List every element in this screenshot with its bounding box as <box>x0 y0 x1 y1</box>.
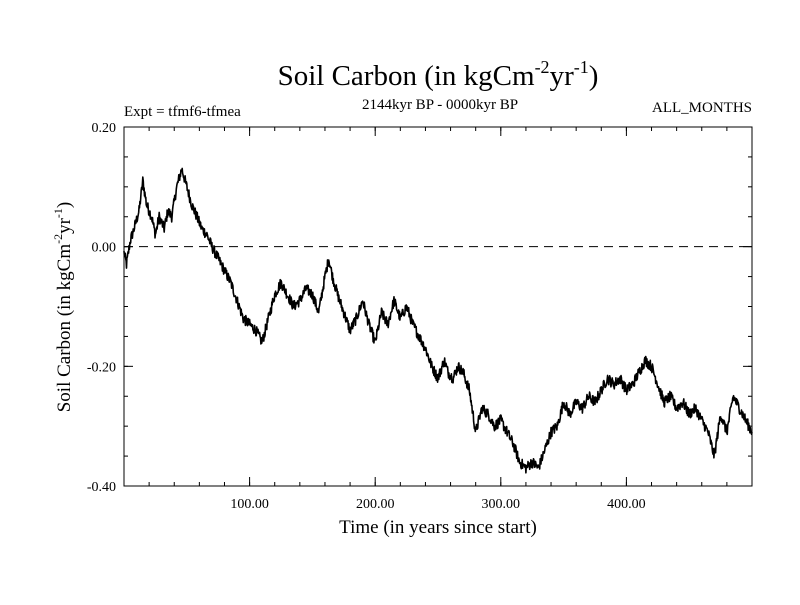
major-ticks <box>124 126 752 487</box>
chart-title-suffix: ) <box>589 60 599 92</box>
y-tick-label: 0.00 <box>92 241 117 256</box>
y-axis-label-sup1: -2 <box>51 234 65 244</box>
plot-frame <box>123 126 753 487</box>
minor-ticks <box>124 127 752 486</box>
x-tick-label: 100.00 <box>230 497 269 512</box>
series-line-soil-carbon <box>123 167 753 474</box>
y-tick-label: -0.20 <box>87 360 116 375</box>
subtitle-right: ALL_MONTHS <box>652 100 752 116</box>
x-tick-label: 400.00 <box>607 497 646 512</box>
y-tick-label: -0.40 <box>87 480 116 495</box>
y-axis-label-sup2: -1 <box>51 208 65 218</box>
subtitle-center: 2144kyr BP - 0000kyr BP <box>362 97 518 113</box>
y-axis-label: Soil Carbon (in kgCm-2yr-1) <box>51 202 75 413</box>
chart-title-prefix: Soil Carbon (in kgCm <box>278 60 535 92</box>
x-tick-label: 200.00 <box>356 497 395 512</box>
y-axis-label-mid: yr <box>54 217 75 234</box>
subtitle-left: Expt = tfmf6-tfmea <box>124 104 241 120</box>
tick-labels: 100.00 200.00 300.00 400.00 0.20 0.00 -0.20 -0.… <box>87 121 646 512</box>
chart-title-sup1: -2 <box>535 57 550 77</box>
y-axis-label-suffix: ) <box>54 202 75 208</box>
x-tick-label: 300.00 <box>482 497 521 512</box>
chart-title: Soil Carbon (in kgCm-2yr-1) <box>278 57 599 92</box>
chart-title-sup2: -1 <box>574 57 589 77</box>
series-layer <box>123 167 753 474</box>
y-axis-label-prefix: Soil Carbon (in kgCm <box>54 244 75 413</box>
y-tick-label: 0.20 <box>92 121 117 136</box>
chart-title-mid: yr <box>550 60 575 92</box>
x-axis-label: Time (in years since start) <box>339 517 537 538</box>
